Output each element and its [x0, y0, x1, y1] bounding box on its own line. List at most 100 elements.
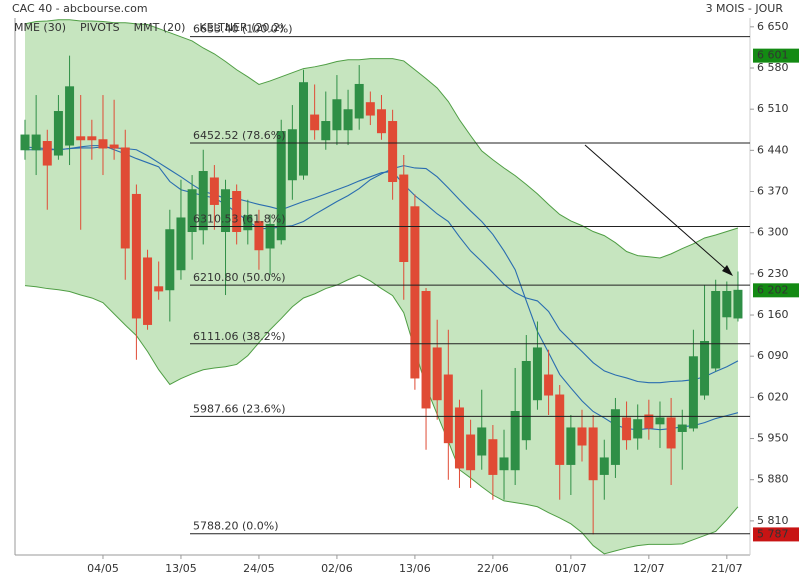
- candle-body: [232, 191, 242, 233]
- candle-body: [477, 427, 487, 456]
- y-tick-label: 6 650: [757, 20, 789, 33]
- candle-body: [633, 419, 643, 439]
- candle-body: [42, 141, 52, 166]
- candle-body: [722, 290, 732, 318]
- candle-body: [165, 229, 175, 291]
- candle-body: [120, 147, 130, 249]
- candle-body: [421, 290, 431, 409]
- pivot-label: 6310.53 (61.8%): [193, 212, 286, 225]
- candle-body: [700, 340, 710, 396]
- price-marker-label: 5 787: [757, 527, 789, 540]
- candle-body: [555, 394, 565, 465]
- candle-body: [622, 417, 632, 441]
- candle-body: [109, 144, 119, 149]
- candle-body: [65, 86, 75, 146]
- legend-entry: PIVOTS: [80, 21, 120, 34]
- y-tick-label: 5 880: [757, 473, 789, 486]
- candle-body: [544, 374, 554, 396]
- candle-body: [143, 257, 153, 325]
- candle-body: [688, 356, 698, 429]
- pivot-label: 6452.52 (78.6%): [193, 129, 286, 142]
- candle-body: [454, 407, 464, 469]
- candle-body: [610, 409, 620, 465]
- pivot-label: 6633.40 (100.0%): [193, 23, 293, 36]
- candle-body: [198, 171, 208, 231]
- candle-body: [365, 102, 375, 116]
- candle-body: [666, 417, 676, 449]
- candle-body: [243, 215, 253, 231]
- x-tick-label: 21/07: [711, 562, 743, 575]
- pivot-label: 5788.20 (0.0%): [193, 520, 279, 533]
- candle-body: [299, 82, 308, 176]
- candle-body: [76, 136, 86, 141]
- price-marker: [753, 48, 799, 63]
- candle-body: [644, 414, 654, 429]
- arrow: [584, 144, 730, 273]
- chart-title: CAC 40 - abcbourse.com: [12, 2, 148, 15]
- candle-body: [265, 223, 275, 249]
- candle-body: [488, 439, 498, 475]
- candle-body: [399, 174, 409, 263]
- period-label: 3 MOIS - JOUR: [706, 2, 784, 15]
- candle-body: [187, 189, 197, 233]
- x-tick-label: 22/06: [477, 562, 509, 575]
- pivot-label: 6111.06 (38.2%): [193, 330, 286, 343]
- candle-body: [532, 347, 542, 401]
- y-tick-label: 5 810: [757, 514, 789, 527]
- x-tick-label: 02/06: [321, 562, 353, 575]
- candle-body: [87, 136, 97, 141]
- x-tick-label: 13/06: [399, 562, 431, 575]
- candle-body: [510, 410, 520, 471]
- candle-body: [332, 99, 342, 131]
- price-marker-label: 6 601: [757, 49, 789, 62]
- candle-body: [31, 134, 41, 151]
- y-tick-label: 6 370: [757, 185, 789, 198]
- y-tick-label: 6 580: [757, 61, 789, 74]
- candle-body: [711, 290, 721, 369]
- y-tick-label: 5 950: [757, 432, 789, 445]
- x-tick-label: 24/05: [243, 562, 275, 575]
- y-tick-label: 6 090: [757, 349, 789, 362]
- candle-body: [577, 427, 587, 446]
- candle-body: [410, 206, 420, 379]
- candle-body: [499, 457, 509, 471]
- y-tick-label: 6 230: [757, 267, 789, 280]
- candle-body: [432, 347, 442, 401]
- candle-body: [98, 139, 108, 149]
- candle-body: [733, 289, 743, 319]
- candle-body: [354, 83, 364, 119]
- x-tick-label: 12/07: [633, 562, 665, 575]
- legend-entry: MMT (20): [134, 21, 186, 34]
- price-marker: [753, 283, 799, 298]
- candle-body: [343, 109, 353, 131]
- candle-body: [677, 424, 687, 432]
- band-upper: [24, 19, 739, 259]
- pivot-label: 6210.80 (50.0%): [193, 271, 286, 284]
- candle-body: [131, 193, 141, 319]
- y-tick-label: 6 440: [757, 143, 789, 156]
- candle-body: [599, 457, 609, 475]
- candle-body: [20, 134, 30, 151]
- candle-body: [466, 434, 476, 471]
- band-lower: [24, 274, 739, 555]
- candle-body: [321, 121, 331, 141]
- candle-body: [209, 177, 219, 205]
- pivot-label: 5987.66 (23.6%): [193, 402, 286, 415]
- candle-body: [53, 111, 63, 156]
- candle-body: [254, 221, 264, 251]
- moving-average: [25, 146, 739, 384]
- candle-body: [521, 360, 531, 441]
- x-tick-label: 13/05: [165, 562, 197, 575]
- y-tick-label: 6 160: [757, 308, 789, 321]
- candle-body: [154, 286, 164, 292]
- candle-body: [655, 417, 665, 425]
- legend-entry: MME (30): [14, 21, 66, 34]
- candle-body: [588, 427, 598, 481]
- plot-area: 6633.40 (100.0%) 6452.52 (78.6%) 6310.53 (…: [14, 18, 751, 556]
- candle-body: [310, 114, 320, 131]
- y-tick-label: 6 020: [757, 390, 789, 403]
- candle-body: [221, 189, 231, 233]
- price-marker: [753, 527, 799, 542]
- candle-body: [276, 131, 286, 241]
